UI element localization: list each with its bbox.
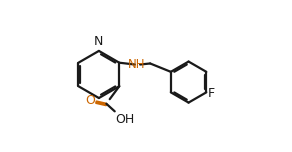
- Text: NH: NH: [128, 59, 145, 71]
- Text: F: F: [208, 87, 215, 100]
- Text: O: O: [85, 94, 95, 107]
- Text: OH: OH: [115, 113, 135, 126]
- Text: N: N: [94, 35, 104, 48]
